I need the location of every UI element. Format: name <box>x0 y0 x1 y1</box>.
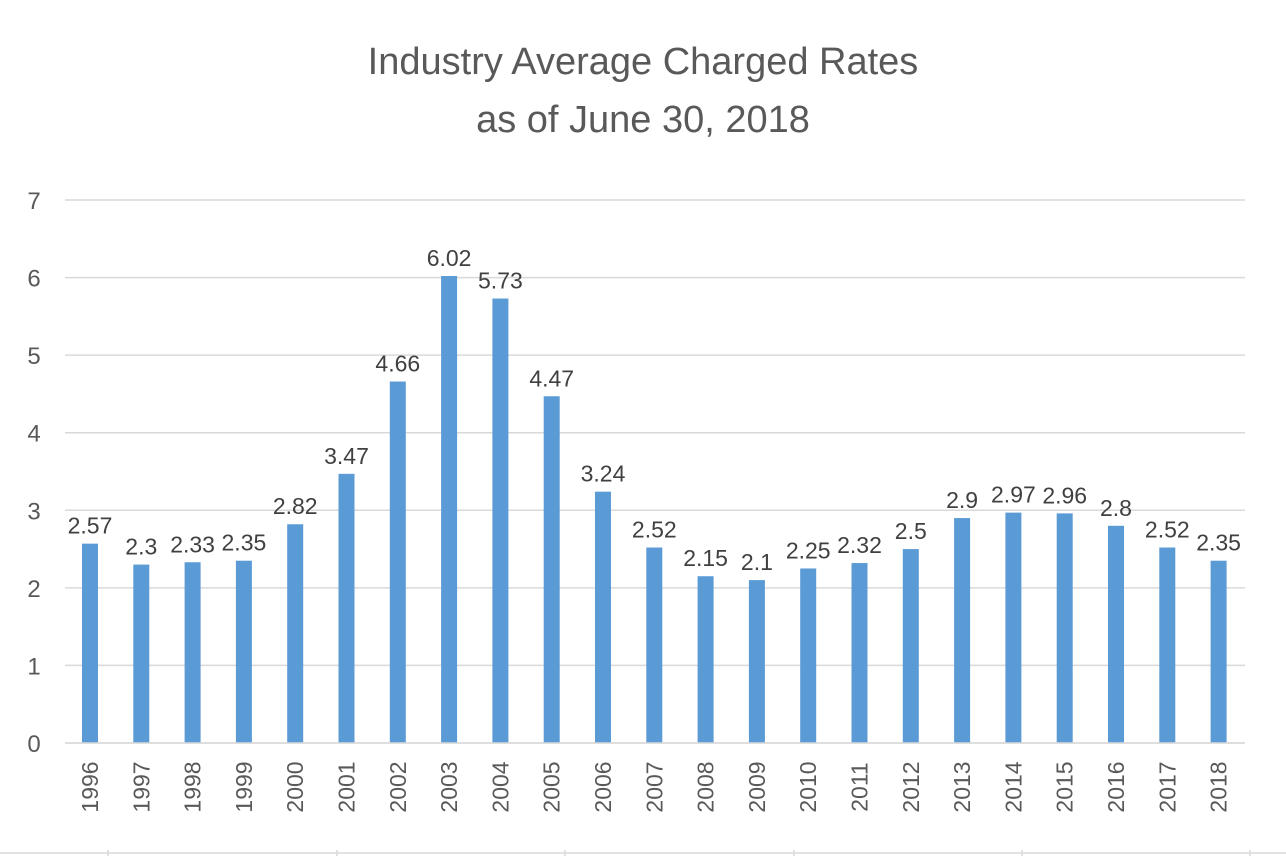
data-label: 2.9 <box>946 487 978 513</box>
x-tick-label: 2008 <box>693 761 719 812</box>
x-tick-label: 2015 <box>1052 761 1078 812</box>
data-label: 2.8 <box>1100 495 1132 521</box>
x-tick-label: 2017 <box>1154 761 1180 812</box>
y-tick-label: 5 <box>27 343 40 370</box>
bar-2003 <box>441 276 458 743</box>
bar-1996 <box>82 543 98 743</box>
chart-title-line-2: as of June 30, 2018 <box>476 99 810 141</box>
x-tick-label: 2007 <box>641 761 667 812</box>
x-tick-label: 2001 <box>334 761 360 812</box>
y-tick-label: 1 <box>27 653 40 680</box>
data-label: 2.3 <box>125 534 157 560</box>
y-tick-label: 7 <box>27 188 40 215</box>
data-label: 2.15 <box>683 545 728 571</box>
y-tick-label: 4 <box>27 421 40 448</box>
data-label: 2.35 <box>222 530 267 556</box>
bar-1997 <box>133 564 150 743</box>
bar-1998 <box>184 562 201 743</box>
bar-2011 <box>851 563 868 743</box>
x-tick-label: 1998 <box>180 761 206 812</box>
x-tick-label: 1996 <box>77 761 103 812</box>
chart-title-line-1: Industry Average Charged Rates <box>367 41 919 83</box>
x-tick-label: 2009 <box>744 761 770 812</box>
data-label: 2.32 <box>837 532 882 558</box>
data-label: 2.5 <box>895 518 927 544</box>
data-label: 4.47 <box>529 365 574 391</box>
data-label: 2.82 <box>273 493 318 519</box>
bar-2001 <box>338 473 355 743</box>
data-label: 2.97 <box>991 482 1036 508</box>
x-tick-label: 2002 <box>385 761 411 812</box>
bar-2016 <box>1108 525 1124 743</box>
data-label: 2.52 <box>632 517 677 543</box>
data-label: 2.35 <box>1196 530 1241 556</box>
bar-2012 <box>902 549 919 743</box>
x-tick-label: 2004 <box>487 761 513 812</box>
bar-2000 <box>287 524 304 743</box>
y-tick-label: 0 <box>27 731 40 758</box>
x-tick-label: 1999 <box>231 761 257 812</box>
data-label: 2.33 <box>170 531 215 557</box>
bar-2005 <box>543 396 560 743</box>
bar-2004 <box>492 298 509 743</box>
bar-2006 <box>595 491 611 743</box>
x-tick-label: 2014 <box>1000 761 1026 812</box>
x-tick-label: 2005 <box>539 761 565 812</box>
x-tick-label: 2013 <box>949 761 975 812</box>
bar-2010 <box>800 568 817 743</box>
x-tick-label: 2003 <box>436 761 462 812</box>
data-label: 3.47 <box>324 443 369 469</box>
x-tick-label: 2010 <box>795 761 821 812</box>
x-tick-label: 1997 <box>128 761 154 812</box>
bar-1999 <box>235 560 252 743</box>
data-label: 2.57 <box>68 513 113 539</box>
bar-2002 <box>389 381 406 743</box>
x-tick-label: 2006 <box>590 761 616 812</box>
data-label: 6.02 <box>427 245 472 271</box>
data-label: 3.24 <box>581 461 626 487</box>
data-label: 4.66 <box>375 351 420 377</box>
x-tick-label: 2012 <box>898 761 924 812</box>
data-label: 5.73 <box>478 268 523 294</box>
data-label: 2.1 <box>741 549 773 575</box>
x-tick-label: 2011 <box>847 762 873 811</box>
bar-2014 <box>1005 512 1022 743</box>
y-tick-label: 2 <box>27 576 40 603</box>
bar-2017 <box>1159 547 1176 743</box>
bar-2008 <box>697 576 714 743</box>
bar-2015 <box>1056 513 1073 743</box>
data-label: 2.25 <box>786 537 831 563</box>
bar-2007 <box>646 547 663 743</box>
y-tick-label: 6 <box>27 266 40 293</box>
y-tick-label: 3 <box>27 498 40 525</box>
bar-2009 <box>748 580 765 743</box>
x-tick-label: 2018 <box>1206 761 1232 812</box>
x-tick-label: 2016 <box>1103 761 1129 812</box>
bar-2013 <box>954 518 971 743</box>
data-label: 2.96 <box>1042 482 1087 508</box>
bar-2018 <box>1210 560 1227 743</box>
data-label: 2.52 <box>1145 517 1190 543</box>
x-tick-label: 2000 <box>282 761 308 812</box>
